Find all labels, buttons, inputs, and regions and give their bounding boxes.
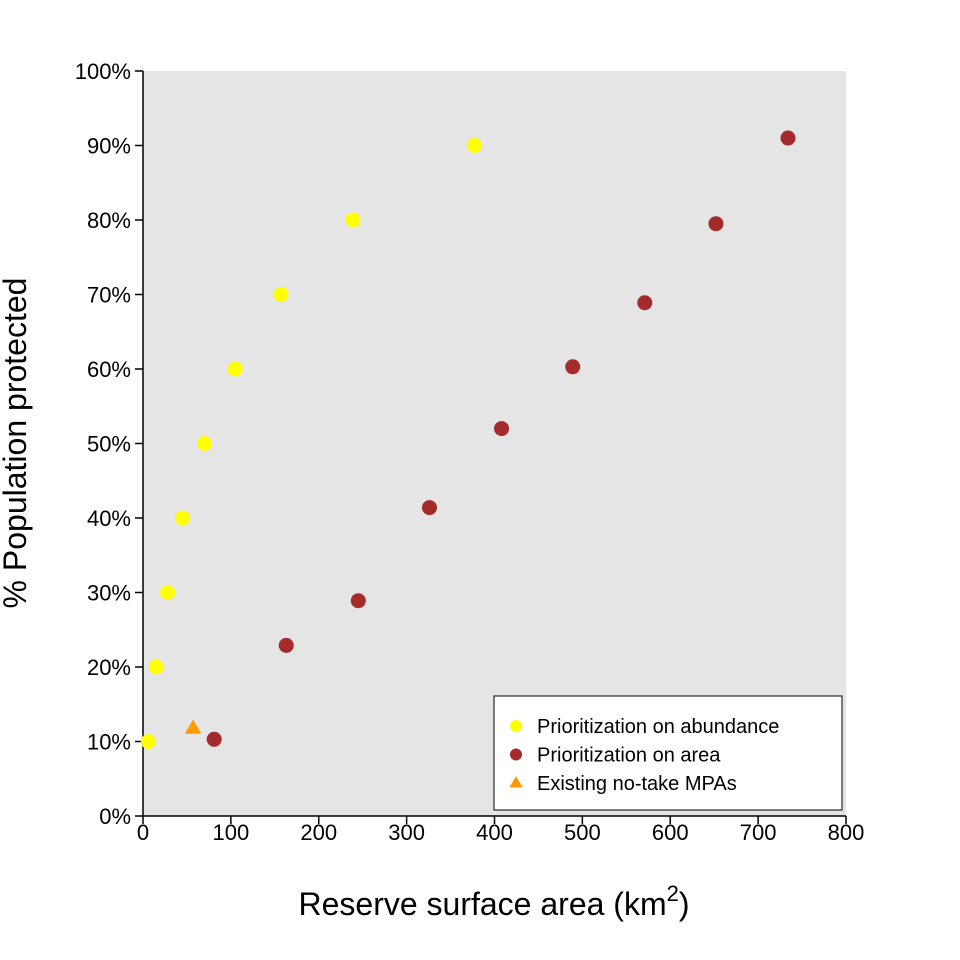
- y-tick-label: 100%: [75, 59, 131, 84]
- x-tick-label: 500: [564, 820, 601, 845]
- plot-panel: [143, 71, 846, 816]
- x-axis-title-superscript: 2: [667, 881, 679, 906]
- x-tick-label: 200: [300, 820, 337, 845]
- y-tick-label: 30%: [87, 581, 131, 606]
- data-point: [206, 731, 222, 747]
- x-axis-title-suffix: ): [679, 886, 690, 922]
- legend-marker: [510, 720, 522, 732]
- x-axis-title: Reserve surface area (km2): [298, 881, 689, 922]
- legend-label: Prioritization on area: [537, 745, 721, 767]
- data-point: [140, 734, 156, 749]
- data-point: [494, 421, 510, 437]
- y-axis-title: % Population protected: [0, 278, 33, 609]
- y-tick-label: 10%: [87, 730, 131, 755]
- data-point: [421, 500, 437, 516]
- legend-box: [493, 695, 843, 811]
- x-tick-label: 400: [476, 820, 513, 845]
- data-point: [350, 593, 366, 609]
- legend-marker: [510, 748, 522, 761]
- y-tick-label: 70%: [87, 283, 131, 308]
- data-point: [708, 216, 724, 232]
- x-tick-label: 800: [828, 820, 865, 845]
- y-tick-label: 50%: [87, 432, 131, 457]
- y-tick-label: 0%: [99, 804, 131, 829]
- data-point: [160, 585, 176, 600]
- data-point: [197, 436, 213, 451]
- legend: Prioritization on abundance Prioritizatio…: [493, 695, 843, 811]
- data-point: [637, 295, 653, 311]
- legend-label: Prioritization on abundance: [537, 716, 779, 738]
- y-tick-label: 60%: [87, 357, 131, 382]
- data-point: [273, 287, 289, 302]
- data-point: [148, 659, 164, 675]
- data-point: [345, 212, 361, 228]
- legend-label: Existing no-take MPAs: [537, 773, 737, 795]
- data-point-triangle: [184, 719, 202, 734]
- x-axis-title-text: Reserve surface area (km: [298, 886, 666, 922]
- x-tick-label: 0: [137, 820, 149, 845]
- data-points: [140, 130, 796, 749]
- legend-marker: [509, 776, 523, 788]
- data-point: [565, 359, 581, 375]
- data-point: [466, 138, 482, 153]
- data-point: [227, 361, 243, 377]
- data-point: [175, 510, 191, 526]
- y-tick-label: 90%: [87, 134, 131, 159]
- y-tick-label: 80%: [87, 208, 131, 233]
- x-tick-label: 300: [388, 820, 425, 845]
- x-tick-label: 100: [213, 820, 250, 845]
- axes: 0 100 200 300 400 500 600 700 800 0% 10% 20% 30% 40% 5…: [75, 59, 865, 845]
- data-point: [278, 637, 294, 653]
- y-tick-label: 40%: [87, 506, 131, 531]
- x-tick-label: 600: [652, 820, 689, 845]
- y-tick-label: 20%: [87, 655, 131, 680]
- x-tick-label: 700: [740, 820, 777, 845]
- data-point: [780, 130, 796, 146]
